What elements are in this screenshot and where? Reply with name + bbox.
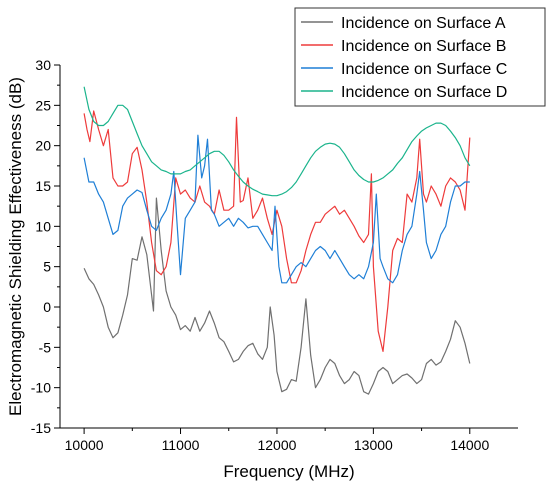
y-tick-label: 10 (35, 218, 51, 234)
legend-label-2: Incidence on Surface B (341, 38, 506, 55)
y-tick-label: 25 (35, 97, 51, 113)
y-tick-label: -5 (39, 339, 52, 355)
y-tick-label: -15 (31, 420, 51, 436)
legend-box (294, 7, 546, 107)
legend-label-1: Incidence on Surface A (341, 15, 506, 32)
y-tick-label: 0 (43, 299, 51, 315)
x-tick-label: 12000 (257, 437, 296, 453)
y-tick-label: 15 (35, 178, 51, 194)
x-tick-label: 13000 (354, 437, 393, 453)
legend-label-3: Incidence on Surface C (341, 61, 507, 78)
series-line-3 (83, 134, 470, 284)
series-line-2 (83, 110, 471, 352)
legend-label-4: Incidence on Surface D (341, 84, 507, 101)
y-tick-label: -10 (31, 380, 51, 396)
legend: Incidence on Surface A Incidence on Surfa… (294, 7, 546, 107)
y-tick-label: 5 (43, 259, 51, 275)
y-tick-label: 30 (35, 57, 51, 73)
series-line-4 (83, 86, 471, 197)
y-tick-label: 20 (35, 138, 51, 154)
x-tick-label: 14000 (450, 437, 489, 453)
ticks-layer: -15 -10 -5 0 5 10 15 20 25 30 10000 11000 12000 13000… (31, 57, 518, 453)
series-line-1 (83, 197, 471, 395)
x-tick-label: 11000 (162, 437, 200, 453)
x-axis-title: Frequency (MHz) (223, 462, 354, 481)
series-layer (83, 86, 471, 395)
y-axis-title: Electromagnetic Shielding Effectiveness … (6, 77, 25, 416)
x-tick-label: 10000 (65, 437, 104, 453)
